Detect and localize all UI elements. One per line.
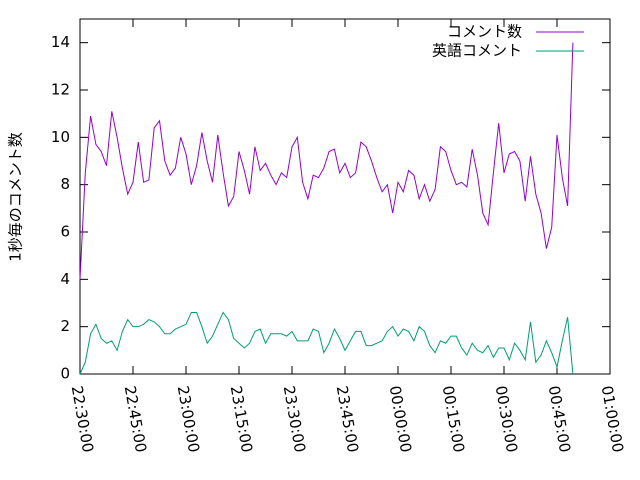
y-tick-label: 14 bbox=[51, 33, 70, 51]
y-tick-label: 8 bbox=[60, 175, 70, 193]
y-tick-label: 2 bbox=[60, 317, 70, 335]
y-axis-label: 1秒毎のコメント数 bbox=[7, 132, 25, 262]
x-tick-label: 00:45:00 bbox=[545, 384, 574, 453]
y-tick-label: 0 bbox=[60, 365, 70, 383]
data-line bbox=[79, 42, 574, 280]
x-tick-label: 00:00:00 bbox=[386, 384, 415, 453]
x-tick-label: 23:30:00 bbox=[280, 384, 309, 453]
y-tick-label: 10 bbox=[51, 128, 70, 146]
legend-label: 英語コメント bbox=[432, 42, 522, 60]
data-line bbox=[79, 311, 574, 375]
x-tick-label: 23:00:00 bbox=[174, 384, 203, 453]
y-tick-label: 4 bbox=[60, 270, 70, 288]
x-tick-label: 23:45:00 bbox=[333, 384, 362, 453]
x-tick-label: 00:30:00 bbox=[492, 384, 521, 453]
plot-frame bbox=[79, 18, 611, 375]
x-tick-label: 22:45:00 bbox=[121, 384, 150, 453]
x-tick-label: 01:00:00 bbox=[598, 384, 627, 453]
legend-label: コメント数 bbox=[447, 23, 522, 41]
x-tick-label: 00:15:00 bbox=[439, 384, 468, 453]
x-tick-label: 22:30:00 bbox=[68, 384, 97, 453]
y-tick-label: 6 bbox=[60, 223, 70, 241]
y-tick-label: 12 bbox=[51, 81, 70, 99]
x-tick-label: 23:15:00 bbox=[227, 384, 256, 453]
